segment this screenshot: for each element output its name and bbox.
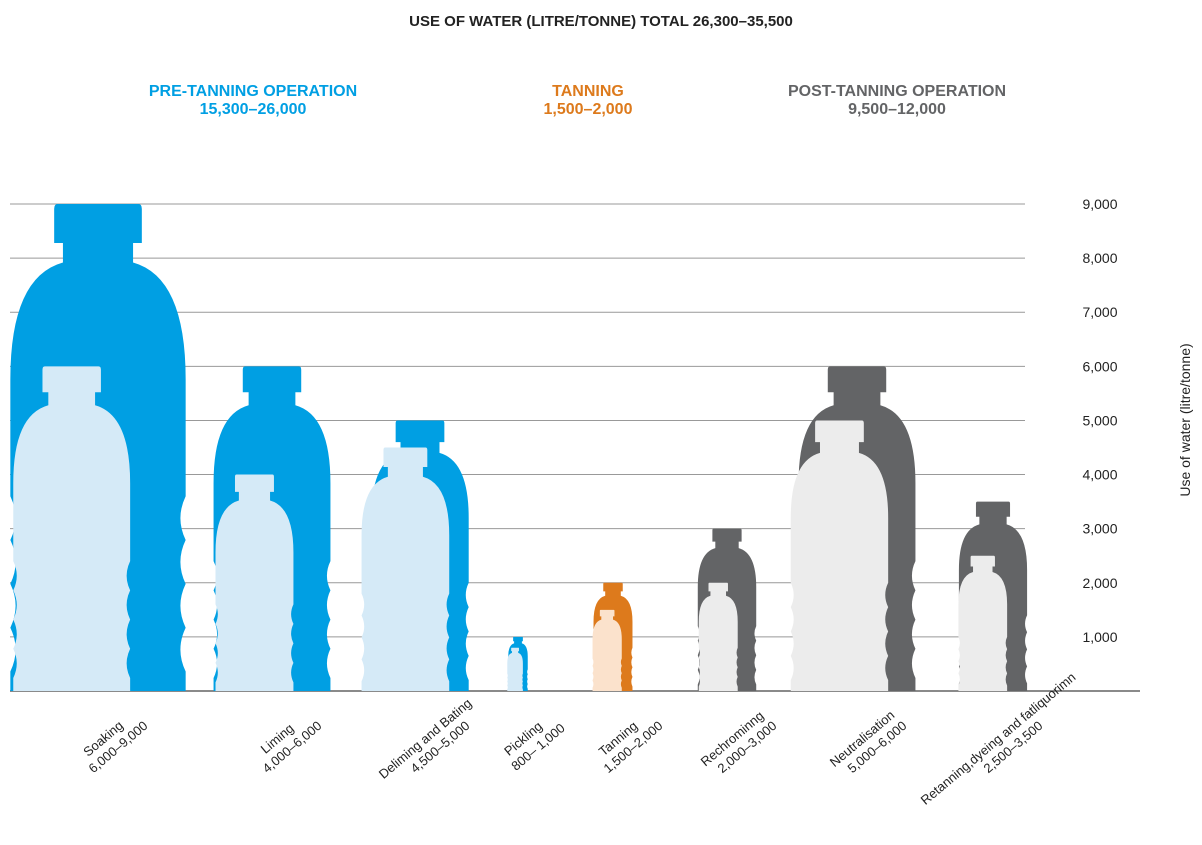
bottle-low bbox=[215, 474, 294, 691]
chart-title: USE OF WATER (LITRE/TONNE) TOTAL 26,300–… bbox=[409, 13, 793, 30]
y-tick-label: 7,000 bbox=[1082, 304, 1117, 320]
category-label: Retanning,dyeing and fatliquorimn2,500–3… bbox=[918, 669, 1079, 807]
bottle-low bbox=[361, 447, 450, 691]
y-tick-label: 8,000 bbox=[1082, 250, 1117, 266]
bottle-low bbox=[13, 366, 131, 691]
group-range: 9,500–12,000 bbox=[848, 101, 946, 118]
group-title: PRE-TANNING OPERATION bbox=[149, 83, 357, 100]
group-title: POST-TANNING OPERATION bbox=[788, 83, 1006, 100]
y-tick-label: 3,000 bbox=[1082, 521, 1117, 537]
bottle-low bbox=[507, 647, 523, 691]
y-tick-label: 6,000 bbox=[1082, 358, 1117, 374]
group-range: 15,300–26,000 bbox=[200, 101, 307, 118]
y-axis-label: Use of water (litre/tonne) bbox=[1177, 343, 1193, 496]
bottle-low bbox=[958, 555, 1008, 691]
y-tick-label: 9,000 bbox=[1082, 196, 1117, 212]
group-range: 1,500–2,000 bbox=[544, 101, 633, 118]
bottle-low bbox=[790, 420, 889, 691]
group-title: TANNING bbox=[552, 83, 624, 100]
bottle-low bbox=[698, 582, 738, 691]
bottle-low bbox=[592, 609, 622, 691]
y-tick-label: 1,000 bbox=[1082, 629, 1117, 645]
y-tick-label: 4,000 bbox=[1082, 467, 1117, 483]
y-tick-label: 5,000 bbox=[1082, 412, 1117, 428]
y-tick-label: 2,000 bbox=[1082, 575, 1117, 591]
